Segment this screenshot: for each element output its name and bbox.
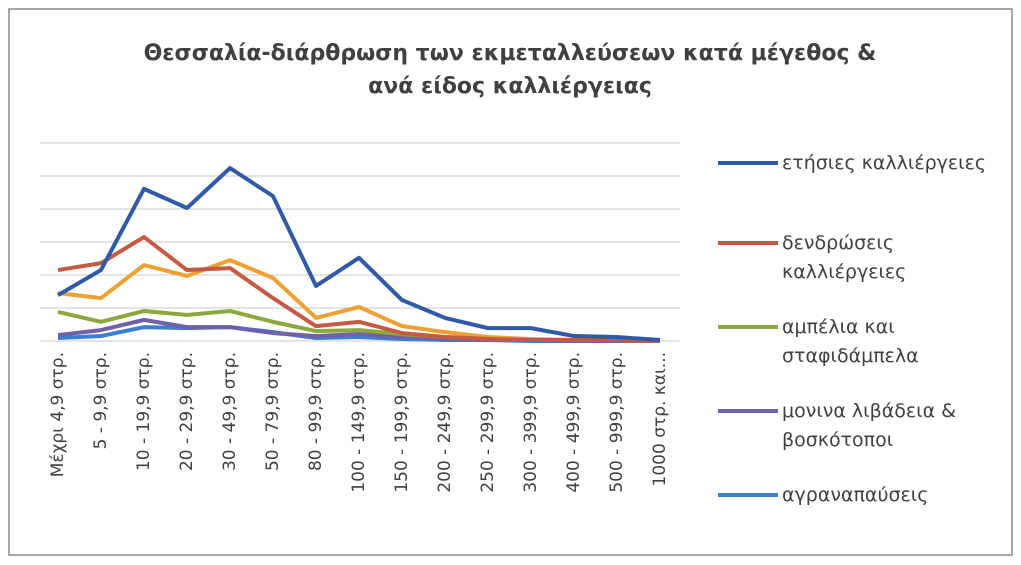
x-tick-label: 100 - 149,9 στρ.	[349, 352, 369, 493]
x-tick-label: 10 - 19,9 στρ.	[134, 352, 154, 471]
chart-frame	[8, 8, 1013, 556]
x-tick-label: 80 - 99,9 στρ.	[306, 352, 326, 471]
legend-label: αγραναπαύσεις	[782, 484, 928, 506]
x-tick-label: 250 - 299,9 στρ.	[478, 352, 498, 493]
x-tick-label: 30 - 49,9 στρ.	[220, 352, 240, 471]
x-tick-label: 50 - 79,9 στρ.	[263, 352, 283, 471]
chart-title: Θεσσαλία-διάρθρωση των εκμεταλλεύσεων κα…	[144, 41, 877, 99]
legend-label: μονινα λιβάδεια & βοσκότοποι	[782, 400, 956, 451]
x-tick-label: 150 - 199,9 στρ.	[392, 352, 412, 493]
x-tick-label: 5 - 9,9 στρ.	[91, 352, 111, 449]
series-line	[56, 166, 661, 343]
legend-label: αμπέλια και σταφιδάμπελα	[782, 316, 919, 367]
legend-label: ετήσιες καλλιέργειες	[782, 152, 986, 174]
x-tick-label: Μέχρι 4,9 στρ.	[48, 352, 68, 477]
legend-label: δενδρώσεις καλλιέργειες	[782, 232, 906, 283]
x-tick-label: 20 - 29,9 στρ.	[177, 352, 197, 471]
series-line	[57, 235, 661, 343]
x-tick-label: 200 - 249,9 στρ.	[435, 352, 455, 493]
x-tick-label: 1000 στρ. και...	[650, 352, 670, 486]
x-tick-label: 500 - 999,9 στρ.	[607, 352, 627, 493]
x-tick-label: 400 - 499,9 στρ.	[564, 352, 584, 493]
x-tick-label: 300 - 399,9 στρ.	[521, 352, 541, 493]
